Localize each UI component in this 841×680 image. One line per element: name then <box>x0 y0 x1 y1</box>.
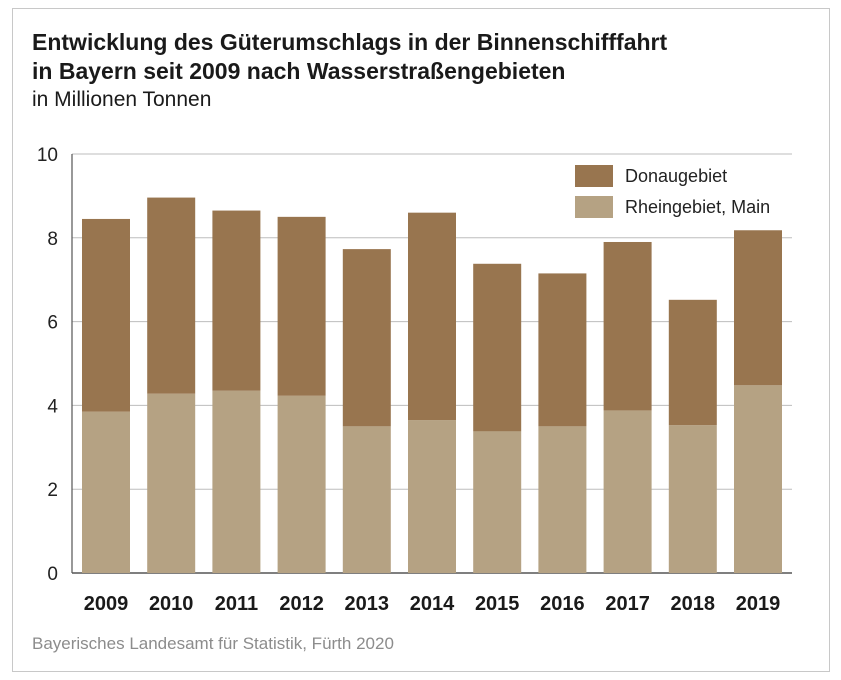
chart-title-line-2: in Bayern seit 2009 nach Wasserstraßenge… <box>32 58 566 84</box>
y-tick-label: 2 <box>47 480 58 501</box>
x-tick-label: 2016 <box>540 593 585 615</box>
x-tick-label: 2010 <box>149 593 194 615</box>
x-tick-label: 2015 <box>475 593 520 615</box>
bar-rheingebiet-2013 <box>342 426 391 573</box>
bar-rheingebiet-2018 <box>668 425 717 573</box>
y-tick-label: 6 <box>47 313 58 334</box>
bar-rheingebiet-2019 <box>734 385 782 573</box>
bar-rheingebiet-2014 <box>408 420 456 573</box>
bar-rheingebiet-2015 <box>473 431 522 573</box>
bar-donaugebiet-2014 <box>408 212 456 421</box>
y-tick-label: 8 <box>47 229 58 250</box>
x-tick-label: 2014 <box>410 593 455 615</box>
bar-rheingebiet-2012 <box>277 395 326 573</box>
chart-title: Entwicklung des Güterumschlags in der Bi… <box>32 28 667 86</box>
x-tick-label: 2012 <box>279 593 324 615</box>
x-tick-label: 2009 <box>84 593 129 615</box>
x-tick-label: 2017 <box>605 593 650 615</box>
bar-donaugebiet-2012 <box>277 216 326 396</box>
x-tick-label: 2019 <box>736 593 781 615</box>
bar-rheingebiet-2016 <box>538 426 587 573</box>
bar-donaugebiet-2016 <box>538 273 587 427</box>
x-tick-label: 2011 <box>215 593 258 615</box>
legend-swatch-rheingebiet <box>575 196 613 218</box>
x-tick-label: 2018 <box>671 593 716 615</box>
bar-rheingebiet-2011 <box>212 390 261 573</box>
bar-donaugebiet-2011 <box>212 210 261 391</box>
legend-swatch-donaugebiet <box>575 165 613 187</box>
bar-rheingebiet-2009 <box>82 411 130 573</box>
legend-label-donaugebiet: Donaugebiet <box>625 166 727 186</box>
x-tick-label: 2013 <box>345 593 390 615</box>
bar-donaugebiet-2015 <box>473 263 522 432</box>
source-note: Bayerisches Landesamt für Statistik, Für… <box>32 634 394 653</box>
bar-donaugebiet-2010 <box>147 197 196 394</box>
bar-rheingebiet-2010 <box>147 393 196 573</box>
chart-subtitle: in Millionen Tonnen <box>32 88 212 111</box>
bar-donaugebiet-2013 <box>342 249 391 427</box>
y-tick-label: 10 <box>37 145 58 166</box>
bar-rheingebiet-2017 <box>603 410 652 573</box>
chart-frame <box>12 8 830 672</box>
bar-donaugebiet-2017 <box>603 241 652 411</box>
y-tick-label: 4 <box>47 396 58 417</box>
bar-donaugebiet-2018 <box>668 299 717 426</box>
y-tick-label: 0 <box>47 564 58 585</box>
chart-title-line-1: Entwicklung des Güterumschlags in der Bi… <box>32 29 668 55</box>
legend-label-rheingebiet: Rheingebiet, Main <box>625 197 770 217</box>
bar-donaugebiet-2019 <box>734 230 782 386</box>
bar-donaugebiet-2009 <box>82 218 130 412</box>
